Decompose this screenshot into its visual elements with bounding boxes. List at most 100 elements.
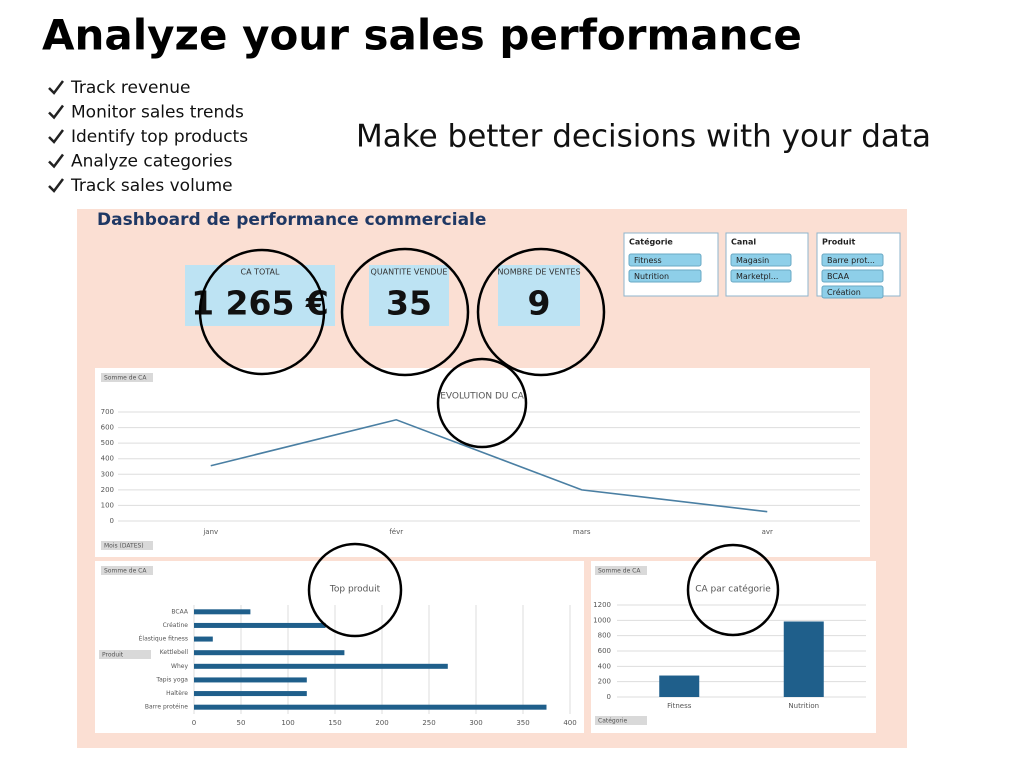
y-tick-label: Créatine bbox=[163, 622, 189, 629]
y-tick-label: Barre protéine bbox=[145, 704, 188, 711]
bar bbox=[194, 609, 251, 615]
slicer-title: Catégorie bbox=[629, 237, 673, 247]
bullet: Track sales volume bbox=[70, 176, 233, 196]
bar bbox=[194, 677, 307, 683]
y-tick-label: 500 bbox=[101, 439, 114, 447]
bullet: Monitor sales trends bbox=[71, 103, 244, 123]
slicer-item-label[interactable]: Barre prot... bbox=[827, 256, 875, 265]
field-button[interactable] bbox=[99, 650, 151, 659]
y-tick-label: 1000 bbox=[593, 616, 611, 624]
kpi-label: QUANTITE VENDUE bbox=[371, 268, 448, 277]
x-tick-label: 150 bbox=[328, 719, 341, 727]
slicer-title: Canal bbox=[731, 238, 756, 247]
x-tick-label: avr bbox=[762, 528, 773, 536]
check-icon bbox=[48, 153, 64, 169]
y-tick-label: 600 bbox=[101, 424, 114, 432]
check-icon bbox=[48, 129, 64, 144]
kpi-card bbox=[498, 265, 580, 326]
y-tick-label: 1200 bbox=[593, 601, 611, 609]
check-icon bbox=[48, 80, 64, 95]
x-tick-label: 100 bbox=[281, 719, 294, 727]
slicer-item[interactable] bbox=[628, 253, 702, 267]
bar bbox=[194, 622, 326, 628]
y-tick-label: BCAA bbox=[171, 608, 188, 615]
slicer-item-label[interactable]: Création bbox=[827, 287, 861, 297]
y-tick-label: 200 bbox=[101, 486, 114, 494]
x-tick-label: mars bbox=[573, 528, 591, 536]
x-tick-label: 250 bbox=[422, 719, 435, 727]
y-tick-label: Kettlebell bbox=[160, 649, 189, 656]
slicer-item[interactable] bbox=[821, 285, 884, 299]
field-button[interactable] bbox=[595, 566, 647, 575]
x-tick-label: 200 bbox=[375, 719, 388, 727]
chart-title: CA par catégorie bbox=[695, 584, 771, 595]
slicer-item-label[interactable]: Nutrition bbox=[634, 272, 669, 281]
bullet: Analyze categories bbox=[71, 152, 233, 172]
chart-title: EVOLUTION DU CA bbox=[440, 392, 524, 402]
y-tick-label: Tapis yoga bbox=[155, 676, 188, 683]
field-button-label[interactable]: Somme de CA bbox=[104, 568, 147, 575]
slicer-item-label[interactable]: Magasin bbox=[736, 256, 769, 265]
check-icon bbox=[48, 104, 64, 120]
y-tick-label: 400 bbox=[598, 662, 611, 670]
field-button-label[interactable]: Somme de CA bbox=[104, 375, 147, 382]
bar bbox=[194, 636, 213, 642]
y-tick-label: Élastique fitness bbox=[139, 635, 188, 643]
slicer-item[interactable] bbox=[821, 253, 884, 267]
slicer-item-label[interactable]: BCAA bbox=[827, 272, 850, 281]
slicer-item[interactable] bbox=[821, 269, 884, 283]
field-button-label[interactable]: Mois (DATES) bbox=[104, 543, 144, 550]
bullet: Identify top products bbox=[71, 127, 248, 147]
bar bbox=[659, 675, 700, 697]
kpi-card bbox=[369, 265, 449, 326]
x-tick-label: 0 bbox=[192, 719, 196, 727]
bar bbox=[783, 621, 824, 697]
x-tick-label: Nutrition bbox=[788, 702, 819, 710]
kpi-value: 9 bbox=[528, 284, 551, 323]
x-tick-label: 50 bbox=[237, 719, 246, 727]
field-button[interactable] bbox=[595, 716, 647, 725]
bar bbox=[194, 650, 345, 656]
field-button[interactable] bbox=[101, 566, 153, 575]
x-tick-label: 300 bbox=[469, 719, 482, 727]
x-tick-label: janv bbox=[202, 528, 218, 536]
y-tick-label: 300 bbox=[101, 470, 114, 478]
field-button[interactable] bbox=[101, 373, 153, 382]
dashboard-title: Dashboard de performance commerciale bbox=[97, 210, 486, 230]
slicer-item-label[interactable]: Marketpl... bbox=[736, 272, 778, 281]
slicer-item-label[interactable]: Fitness bbox=[634, 256, 662, 265]
kpi-value: 1 265 € bbox=[191, 284, 329, 323]
x-tick-label: 350 bbox=[516, 719, 529, 727]
chart-title: Top produit bbox=[329, 585, 381, 595]
title: Analyze your sales performance bbox=[42, 11, 802, 60]
field-button-label[interactable]: Somme de CA bbox=[598, 568, 641, 575]
x-tick-label: févr bbox=[389, 528, 403, 536]
y-tick-label: Whey bbox=[171, 663, 188, 670]
tagline: Make better decisions with your data bbox=[356, 119, 931, 155]
y-tick-label: 100 bbox=[101, 501, 114, 509]
line bbox=[210, 418, 768, 513]
bar bbox=[194, 663, 448, 669]
y-tick-label: 800 bbox=[598, 632, 611, 640]
y-tick-label: 600 bbox=[598, 647, 611, 655]
circles bbox=[198, 247, 780, 638]
kpi-card bbox=[185, 265, 335, 326]
bullet: Track revenue bbox=[70, 78, 191, 98]
y-tick-label: Haltère bbox=[166, 690, 188, 697]
field-button-label[interactable]: Produit bbox=[102, 652, 124, 659]
y-tick-label: 0 bbox=[110, 517, 114, 525]
slicer-title: Produit bbox=[822, 238, 855, 247]
slicer-item[interactable] bbox=[730, 269, 792, 283]
x-tick-label: Fitness bbox=[667, 702, 692, 710]
check-icon bbox=[48, 178, 64, 193]
slicer-item[interactable] bbox=[628, 269, 702, 283]
y-tick-label: 200 bbox=[598, 678, 611, 686]
slicer-item[interactable] bbox=[730, 253, 792, 267]
field-button[interactable] bbox=[101, 541, 153, 550]
kpi-label: NOMBRE DE VENTES bbox=[497, 268, 580, 277]
field-button-label[interactable]: Catégorie bbox=[598, 718, 628, 725]
panel bbox=[95, 561, 584, 733]
x-tick-label: 400 bbox=[563, 719, 576, 727]
